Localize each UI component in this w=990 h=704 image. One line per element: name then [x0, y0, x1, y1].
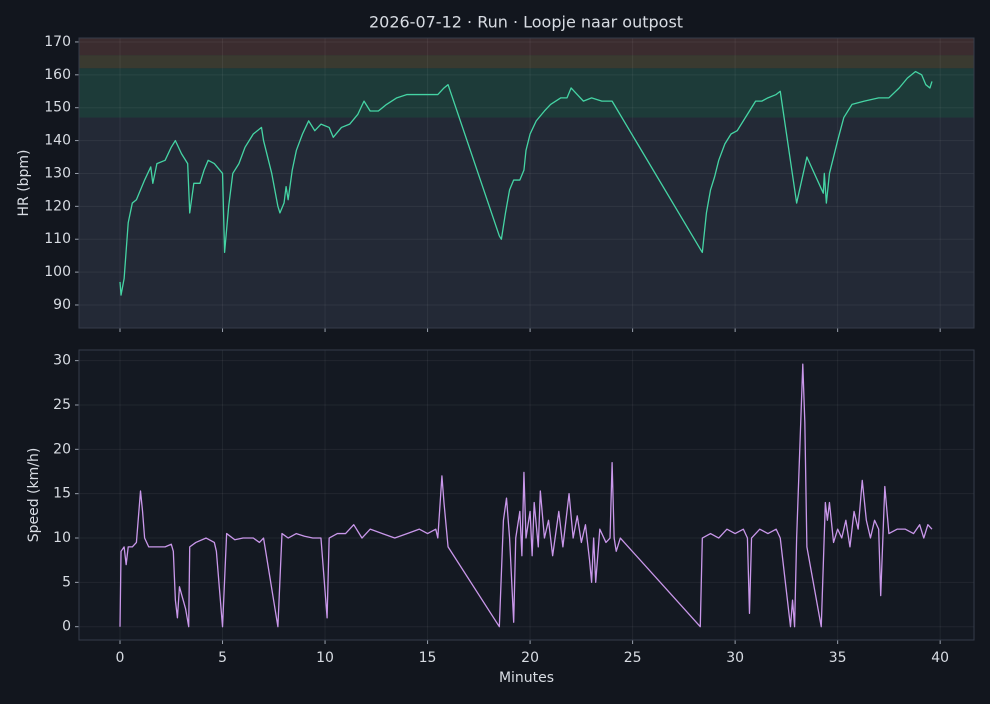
y-tick-label: 120 [44, 198, 71, 214]
axes-frame [78, 37, 975, 329]
x-axis-label: Minutes [499, 670, 554, 686]
x-tick-label: 0 [116, 650, 125, 666]
x-tick-label: 10 [316, 650, 334, 666]
y-tick-label: 140 [44, 133, 71, 149]
x-tick-label: 5 [218, 650, 227, 666]
y-tick-label: 25 [53, 397, 71, 413]
y-tick-label: 5 [62, 574, 71, 590]
y-tick-label: 90 [53, 297, 71, 313]
y-tick-label: 150 [44, 100, 71, 116]
y-tick-label: 130 [44, 165, 71, 181]
y-tick-label: 30 [53, 353, 71, 369]
hr-zone [79, 38, 974, 56]
x-tick-label: 25 [624, 650, 642, 666]
x-tick-label: 20 [521, 650, 539, 666]
y-tick-label: 170 [44, 34, 71, 50]
y-tick-label: 110 [44, 231, 71, 247]
plot-area [79, 350, 974, 640]
y-axis-label: Speed (km/h) [26, 448, 42, 543]
y-tick-label: 100 [44, 264, 71, 280]
data-line [119, 70, 933, 296]
hr-zone [79, 55, 974, 69]
x-tick-label: 30 [726, 650, 744, 666]
y-tick-label: 15 [53, 486, 71, 502]
y-tick-label: 0 [62, 619, 71, 635]
y-tick-label: 20 [53, 441, 71, 457]
y-tick-label: 160 [44, 67, 71, 83]
y-tick-label: 10 [53, 530, 71, 546]
chart-title: 2026-07-12 · Run · Loopje naar outpost [369, 13, 683, 32]
axes-frame [78, 349, 975, 641]
x-tick-label: 35 [829, 650, 847, 666]
y-axis-label: HR (bpm) [16, 149, 32, 216]
hr-zone [79, 68, 974, 118]
data-line [119, 363, 933, 628]
x-tick-label: 40 [931, 650, 949, 666]
x-tick-label: 15 [419, 650, 437, 666]
